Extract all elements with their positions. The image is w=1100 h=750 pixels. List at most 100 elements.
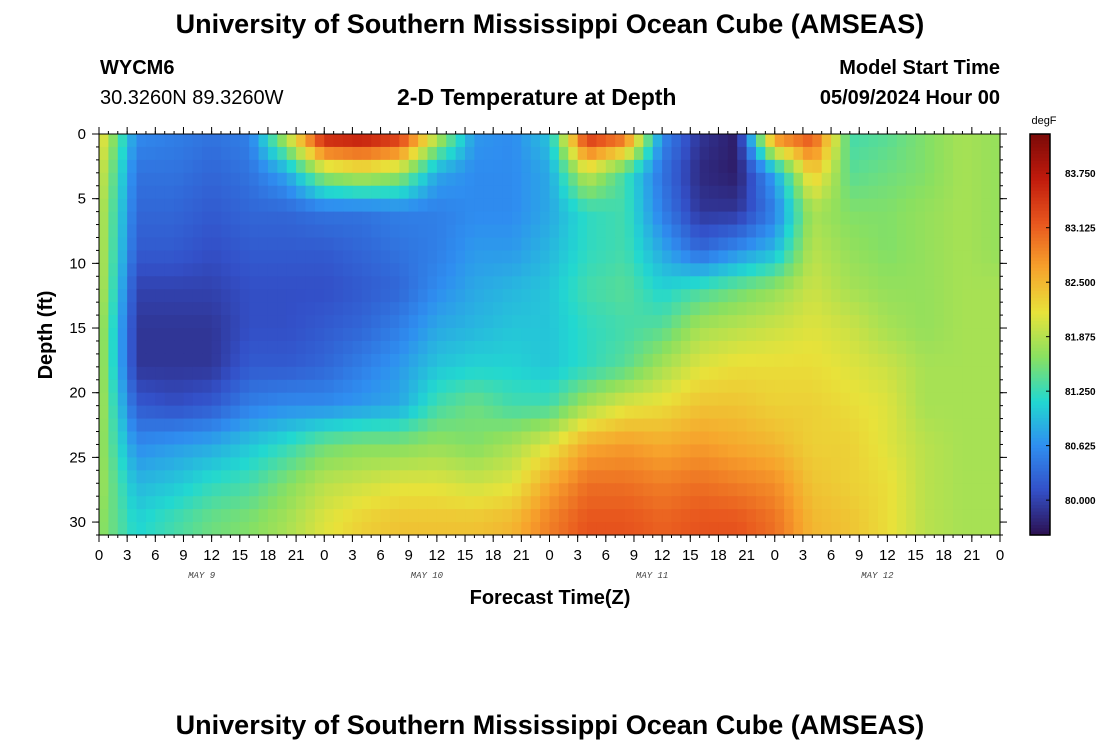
colorbar-segment (1030, 274, 1050, 279)
heatmap-cell (962, 211, 973, 226)
heatmap-cell (981, 392, 992, 407)
heatmap-cell (709, 366, 720, 381)
heatmap-cell (427, 353, 438, 368)
heatmap-cell (267, 353, 278, 368)
colorbar-segment (1030, 367, 1050, 372)
heatmap-cell (643, 134, 654, 148)
heatmap-cell (802, 185, 813, 200)
heatmap-cell (202, 470, 213, 484)
heatmap-cell (971, 146, 982, 161)
colorbar-segment (1030, 321, 1050, 326)
heatmap-cell (145, 444, 156, 458)
heatmap-cell (709, 211, 720, 226)
heatmap-cell (737, 315, 748, 329)
heatmap-cell (840, 185, 851, 200)
heatmap-cell (849, 353, 860, 368)
heatmap-cell (511, 185, 522, 200)
heatmap-cell (221, 392, 231, 407)
heatmap-cell (343, 289, 354, 303)
heatmap-cell (690, 302, 701, 316)
heatmap-cell (840, 366, 851, 381)
heatmap-cell (943, 172, 954, 187)
heatmap-cell (155, 496, 166, 510)
heatmap-cell (221, 211, 231, 226)
heatmap-cell (906, 315, 917, 329)
heatmap-cell (990, 366, 1001, 381)
heatmap-cell (108, 353, 119, 368)
heatmap-cell (286, 198, 297, 213)
heatmap-cell (906, 457, 917, 471)
heatmap-cell (643, 522, 654, 536)
heatmap-cell (474, 379, 485, 394)
heatmap-cell (305, 340, 316, 355)
heatmap-cell (981, 496, 992, 510)
heatmap-cell (221, 431, 231, 446)
heatmap-cell (596, 392, 607, 407)
heatmap-cell (286, 134, 297, 148)
heatmap-cell (511, 250, 522, 264)
heatmap-cell (502, 159, 513, 174)
heatmap-cell (821, 328, 832, 342)
heatmap-cell (737, 289, 748, 303)
heatmap-cell (511, 418, 522, 433)
heatmap-cell (136, 496, 147, 510)
heatmap-cell (296, 211, 307, 226)
heatmap-cell (859, 457, 870, 471)
heatmap-cell (145, 353, 156, 368)
heatmap-cell (831, 146, 842, 161)
heatmap-cell (155, 172, 166, 187)
heatmap-cell (333, 328, 344, 342)
heatmap-cell (652, 392, 663, 407)
heatmap-cell (436, 444, 447, 458)
heatmap-cell (549, 302, 560, 316)
heatmap-cell (962, 509, 973, 523)
heatmap-cell (408, 276, 419, 290)
heatmap-cell (277, 289, 288, 303)
heatmap-cell (765, 146, 776, 161)
heatmap-cell (183, 444, 194, 458)
heatmap-cell (737, 496, 748, 510)
heatmap-cell (277, 224, 288, 239)
heatmap-cell (333, 444, 344, 458)
heatmap-cell (877, 134, 888, 148)
heatmap-cell (418, 405, 429, 420)
heatmap-cell (286, 509, 297, 523)
heatmap-cell (136, 198, 147, 213)
heatmap-cell (953, 302, 964, 316)
heatmap-cell (145, 328, 156, 342)
heatmap-cell (221, 315, 231, 329)
heatmap-cell (408, 405, 419, 420)
heatmap-cell (652, 353, 663, 368)
heatmap-cell (493, 483, 504, 497)
heatmap-cell (981, 289, 992, 303)
heatmap-cell (502, 250, 513, 264)
heatmap-cell (765, 496, 776, 510)
heatmap-cell (418, 379, 429, 394)
colorbar-segment (1030, 220, 1050, 225)
heatmap-cell (643, 302, 654, 316)
heatmap-cell (690, 224, 701, 239)
heatmap-cell (211, 237, 222, 252)
heatmap-cell (633, 276, 644, 290)
heatmap-cell (127, 353, 138, 368)
heatmap-cell (202, 522, 213, 536)
heatmap-cell (540, 237, 551, 252)
heatmap-cell (915, 328, 926, 342)
heatmap-cell (821, 522, 832, 536)
heatmap-cell (221, 496, 231, 510)
heatmap-cell (314, 315, 325, 329)
heatmap-cell (352, 198, 363, 213)
heatmap-cell (577, 392, 588, 407)
heatmap-cell (802, 496, 813, 510)
heatmap-cell (737, 159, 748, 174)
heatmap-cell (249, 302, 260, 316)
heatmap-cell (906, 353, 917, 368)
heatmap-cell (230, 302, 241, 316)
colorbar-segment (1030, 174, 1050, 179)
heatmap-cell (868, 496, 879, 510)
heatmap-cell (474, 353, 485, 368)
colorbar-segment (1030, 384, 1050, 389)
heatmap-cell (267, 509, 278, 523)
heatmap-cell (136, 250, 147, 264)
heatmap-cell (558, 392, 569, 407)
